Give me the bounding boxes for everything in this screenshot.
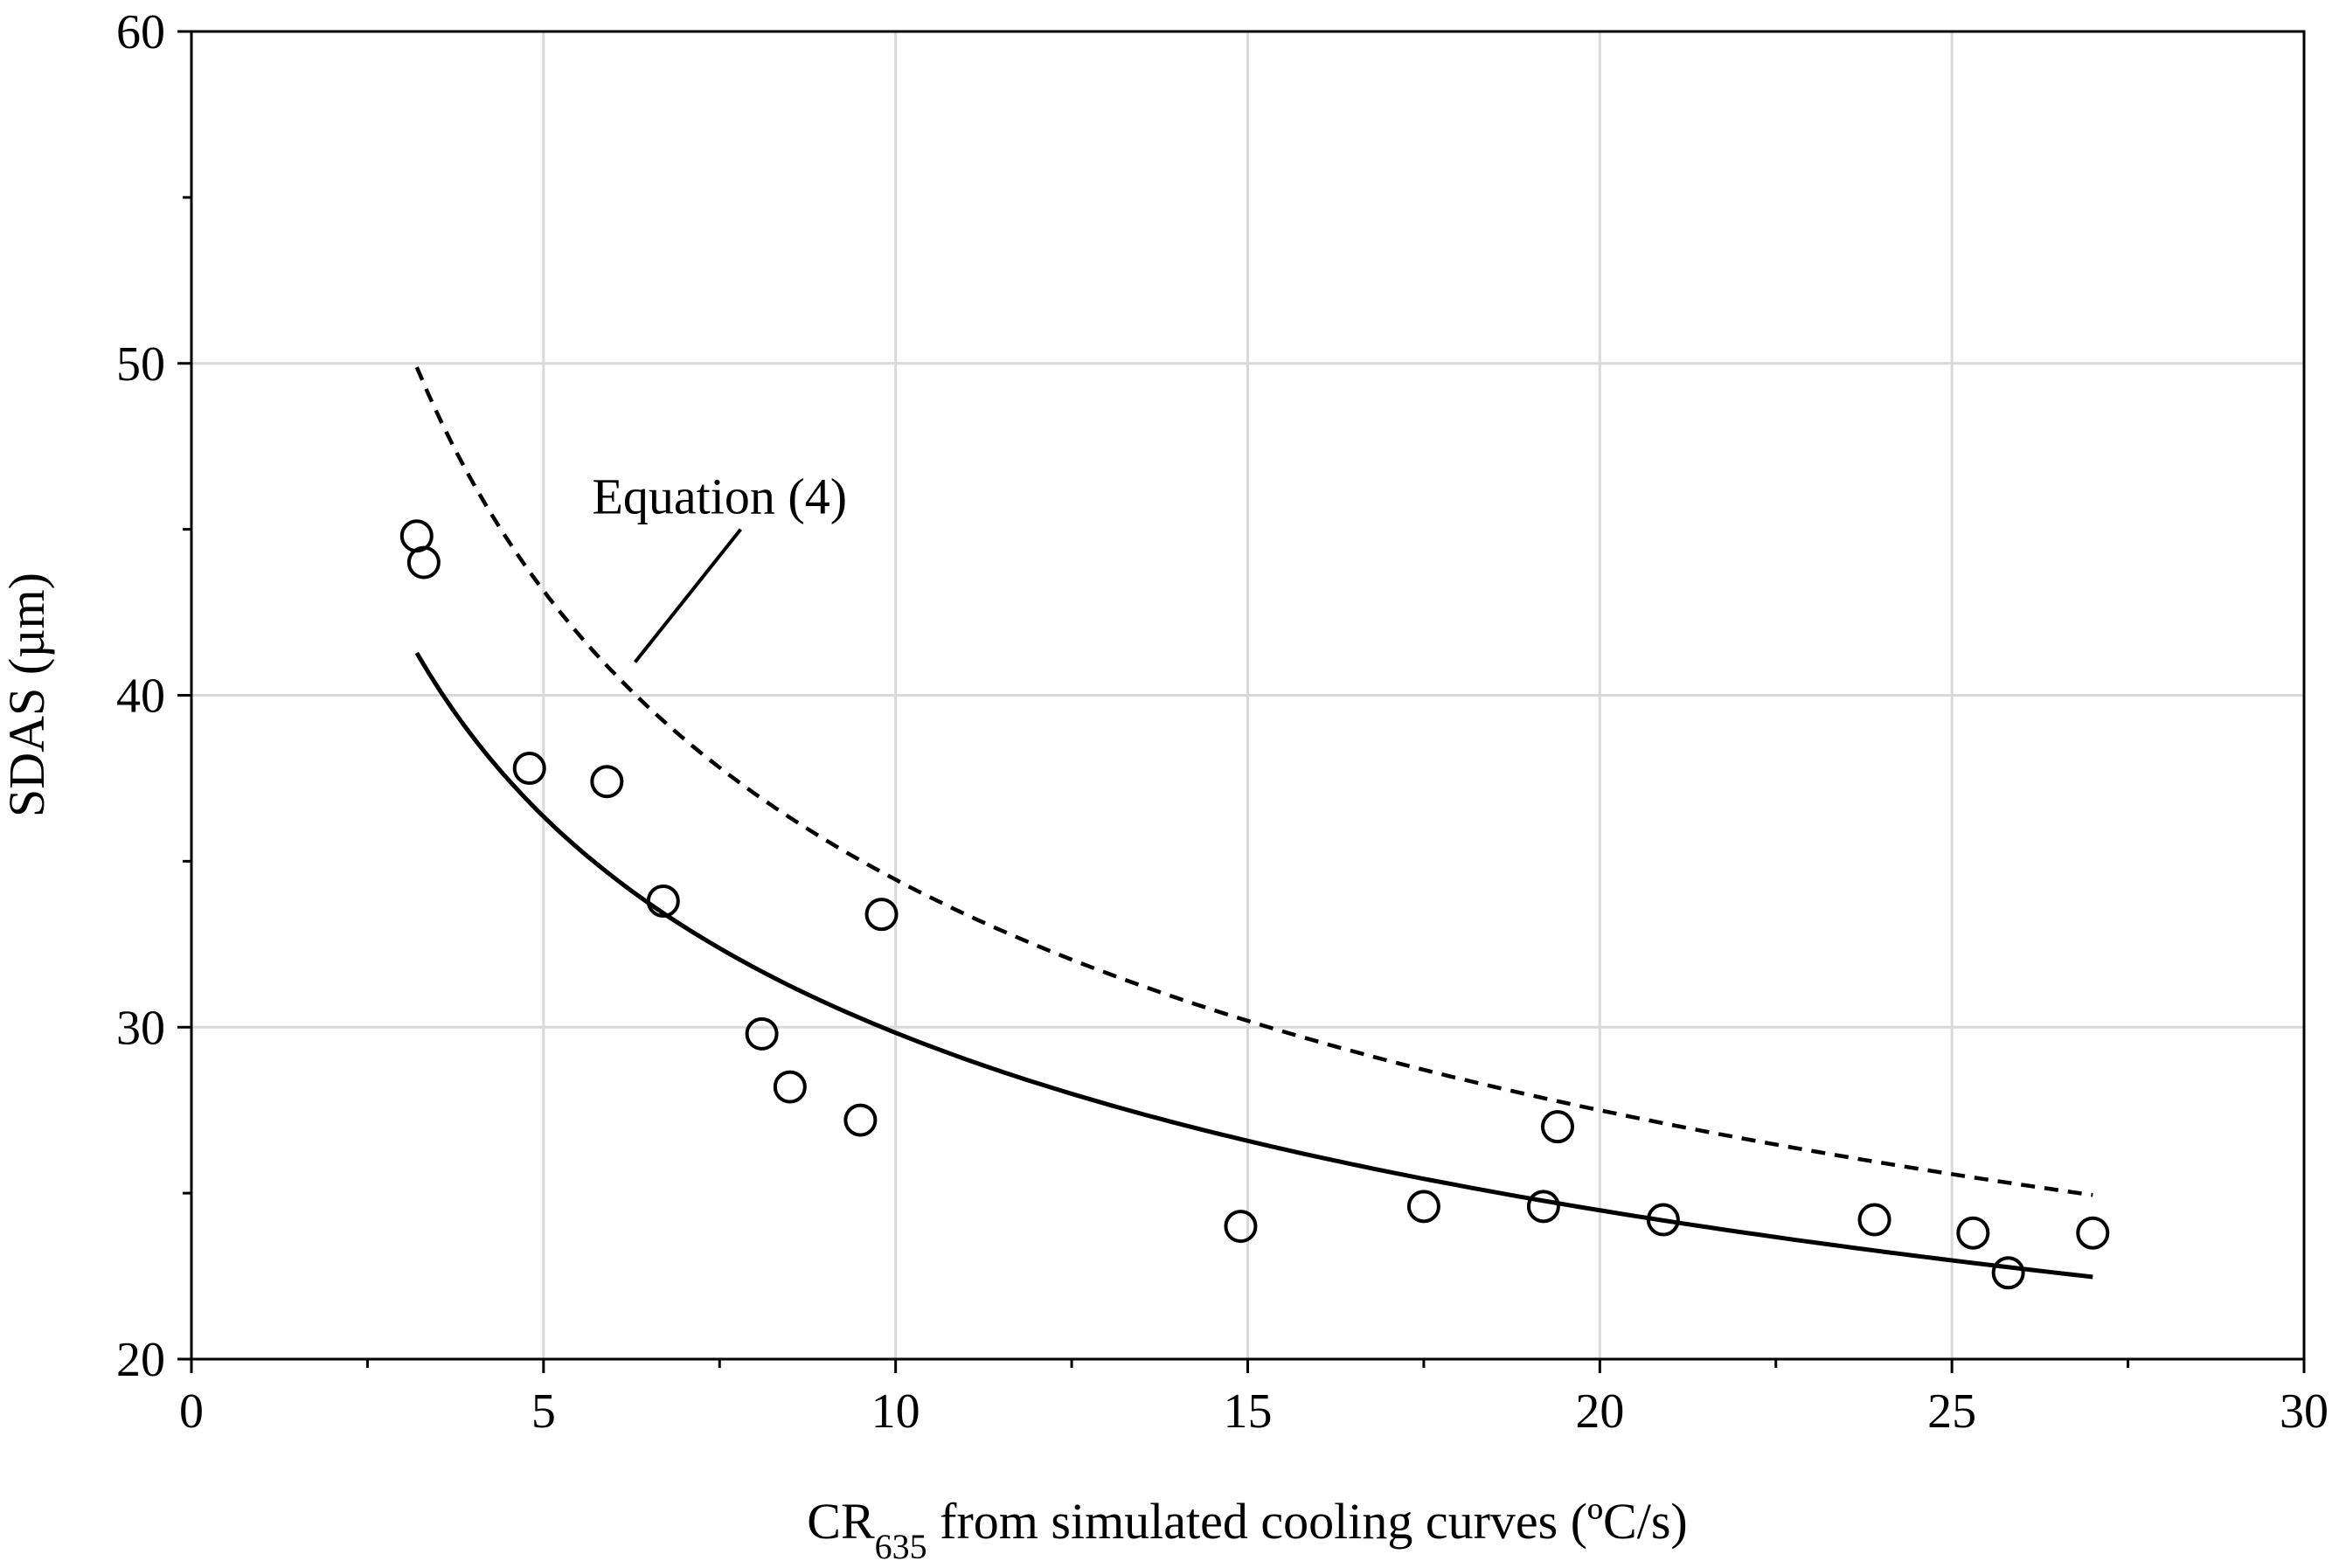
data-point bbox=[2076, 1216, 2110, 1250]
y-tick-label: 60 bbox=[116, 5, 165, 59]
data-point bbox=[773, 1070, 807, 1104]
fit-curves bbox=[414, 366, 2093, 1280]
data-point bbox=[864, 898, 899, 932]
x-axis-title: CR635 from simulated cooling curves (ºC/… bbox=[807, 1493, 1687, 1566]
data-point bbox=[1224, 1210, 1258, 1244]
fitted-solid-curve bbox=[414, 651, 2093, 1280]
data-point bbox=[843, 1103, 878, 1137]
data-point bbox=[646, 884, 680, 918]
y-axis-title: SDAS (µm) bbox=[0, 572, 55, 817]
data-point bbox=[406, 545, 441, 579]
grid-lines bbox=[191, 31, 2304, 1359]
x-tick-label: 30 bbox=[2280, 1384, 2329, 1439]
data-points bbox=[399, 519, 2110, 1290]
data-point bbox=[1540, 1110, 1574, 1144]
data-point bbox=[1991, 1256, 2025, 1290]
equation-4-dashed-curve bbox=[414, 366, 2093, 1197]
y-tick-label: 30 bbox=[116, 1001, 165, 1055]
data-point bbox=[1526, 1190, 1560, 1224]
data-point bbox=[1646, 1203, 1680, 1237]
annotation-label: Equation (4) bbox=[592, 468, 847, 525]
y-tick-label: 50 bbox=[116, 337, 165, 392]
y-tick-label: 20 bbox=[116, 1333, 165, 1387]
x-tick-label: 25 bbox=[1927, 1384, 1976, 1439]
axis-ticks bbox=[177, 30, 2306, 1373]
x-tick-label: 15 bbox=[1224, 1384, 1273, 1439]
data-point bbox=[590, 765, 624, 799]
x-axis-title-prefix: CR bbox=[807, 1493, 875, 1550]
x-tick-label: 20 bbox=[1575, 1384, 1624, 1439]
x-axis-title-subscript: 635 bbox=[875, 1527, 927, 1566]
x-tick-label: 5 bbox=[531, 1384, 556, 1439]
tick-labels: 0 5 10 15 20 25 30 20 30 40 50 60 bbox=[116, 5, 2329, 1439]
x-axis-title-suffix: from simulated cooling curves (ºC/s) bbox=[927, 1493, 1688, 1550]
data-point bbox=[745, 1016, 779, 1051]
x-tick-label: 0 bbox=[179, 1384, 204, 1439]
data-point bbox=[1857, 1203, 1891, 1237]
data-point bbox=[512, 752, 546, 786]
annotation-pointer-line bbox=[634, 528, 742, 663]
y-tick-label: 40 bbox=[116, 670, 165, 724]
data-point bbox=[1956, 1216, 1990, 1250]
x-tick-label: 10 bbox=[871, 1384, 920, 1439]
equation-annotation: Equation (4) bbox=[592, 468, 847, 663]
data-point bbox=[1406, 1190, 1440, 1224]
